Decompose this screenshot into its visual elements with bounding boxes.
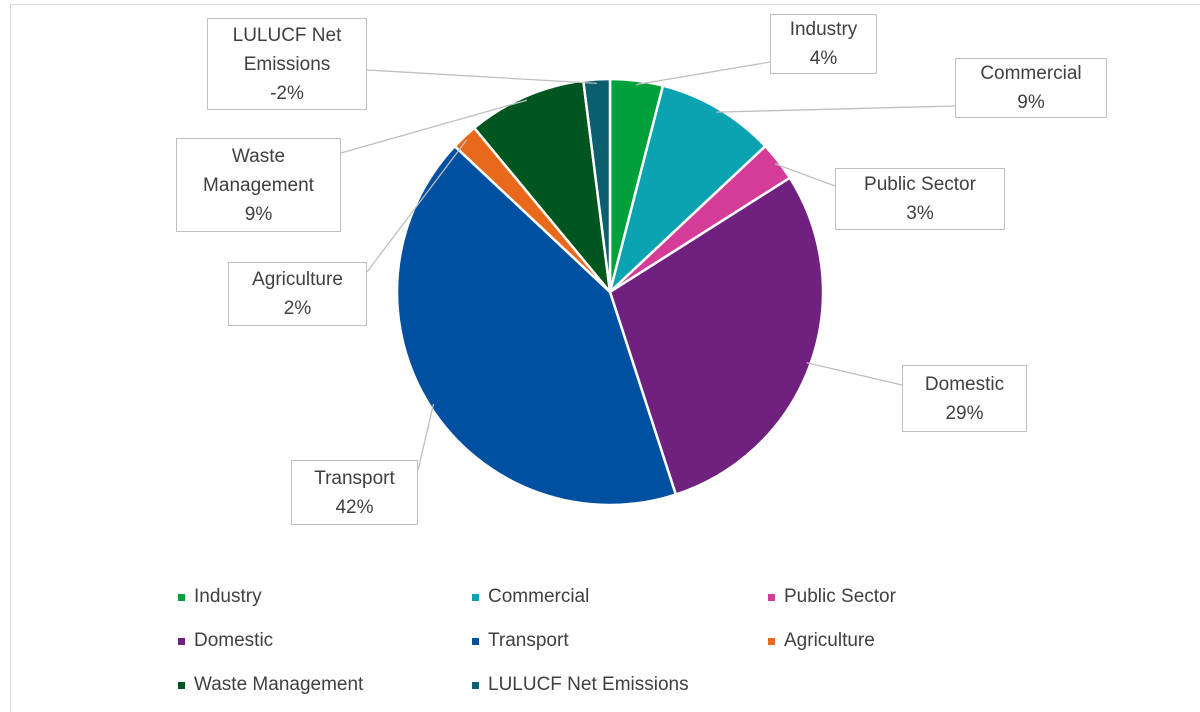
legend-item: Agriculture <box>768 627 875 655</box>
leader-line <box>716 105 956 113</box>
legend-label: Agriculture <box>784 630 875 651</box>
leader-line <box>636 61 771 86</box>
legend-swatch <box>472 637 479 645</box>
data-label-name: Public Sector <box>864 174 976 195</box>
data-label-name: Transport <box>314 467 395 489</box>
legend-label: Domestic <box>194 630 274 651</box>
legend-item: Public Sector <box>768 583 896 611</box>
legend-item: Industry <box>178 583 262 611</box>
legend-label: Waste Management <box>194 674 364 695</box>
data-label-value: 9% <box>1017 92 1045 113</box>
data-label-name: Domestic <box>924 373 1005 395</box>
data-label: Waste Management 9% <box>176 138 341 232</box>
pie-slice <box>607 84 768 296</box>
pie-slice <box>581 77 612 293</box>
leader-line <box>417 403 435 471</box>
legend-swatch <box>178 593 185 601</box>
leader-line <box>806 362 903 386</box>
data-label: Domestic 29% <box>902 365 1027 432</box>
leader-line <box>340 99 528 154</box>
data-label: LULUCF Net Emissions -2% <box>207 18 367 110</box>
data-label-name: Commercial <box>980 63 1082 84</box>
leader-line <box>366 69 597 85</box>
legend-swatch <box>178 681 185 689</box>
data-label-value: 29% <box>945 402 984 424</box>
legend-swatch <box>472 593 479 601</box>
legend-label: LULUCF Net Emissions <box>488 674 689 695</box>
data-label-value: 9% <box>244 203 273 225</box>
data-label-name: Industry <box>789 19 858 40</box>
leader-line <box>366 139 468 273</box>
data-label-name: LULUCF Net Emissions <box>232 24 342 75</box>
legend-label: Industry <box>194 586 262 607</box>
data-label-name: Agriculture <box>252 269 343 290</box>
pie-slice <box>472 79 612 297</box>
legend-item: LULUCF Net Emissions <box>472 671 689 699</box>
data-label-value: 42% <box>335 496 374 518</box>
legend-label: Transport <box>488 630 569 651</box>
data-label-value: 4% <box>809 48 838 69</box>
legend-label: Commercial <box>488 586 590 607</box>
legend-swatch <box>768 593 775 601</box>
legend-label: Public Sector <box>784 586 896 607</box>
chart-frame <box>10 4 1200 712</box>
data-label: Transport 42% <box>291 460 418 525</box>
data-label: Commercial 9% <box>955 58 1107 118</box>
data-label: Agriculture 2% <box>228 262 367 326</box>
legend-swatch <box>768 637 775 645</box>
leader-line <box>774 163 836 187</box>
legend-swatch <box>178 637 185 645</box>
data-label-name: Waste Management <box>203 145 314 196</box>
data-label-value: -2% <box>270 82 304 104</box>
legend-swatch <box>472 681 479 689</box>
legend-item: Waste Management <box>178 671 363 699</box>
legend-item: Domestic <box>178 627 273 655</box>
data-label-value: 3% <box>906 203 934 224</box>
data-label: Industry 4% <box>770 14 877 74</box>
data-label: Public Sector 3% <box>835 168 1005 230</box>
data-label-value: 2% <box>283 298 312 319</box>
legend-item: Transport <box>472 627 569 655</box>
legend-item: Commercial <box>472 583 589 611</box>
